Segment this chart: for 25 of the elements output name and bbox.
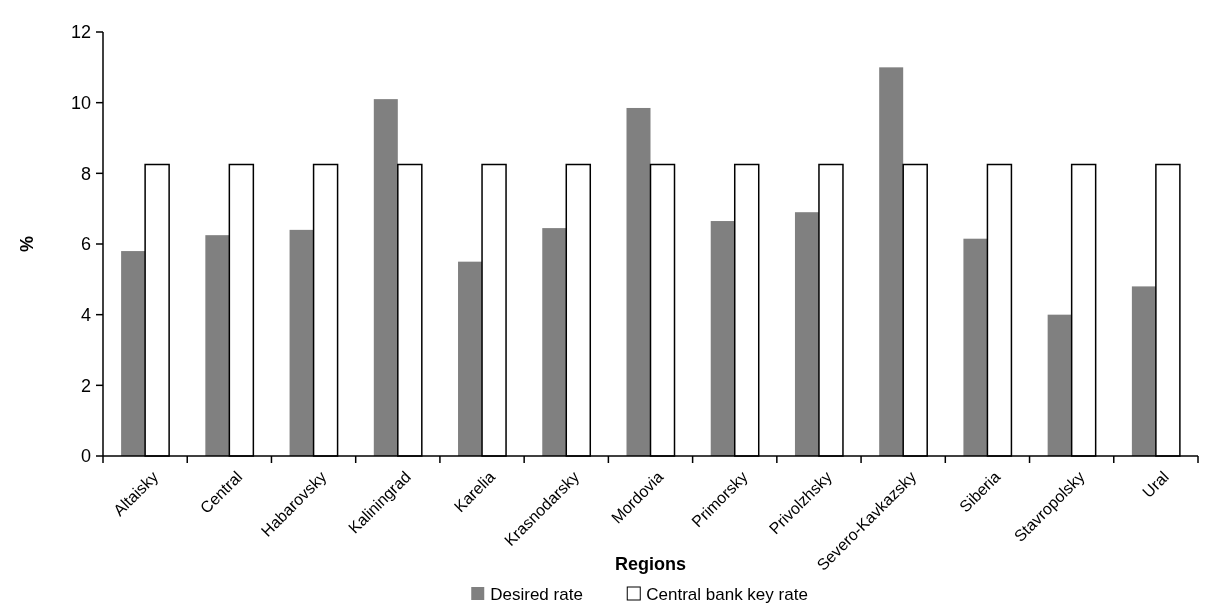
y-tick-label: 8	[80, 163, 91, 184]
bar	[1047, 314, 1072, 456]
bar	[626, 107, 651, 456]
bar	[289, 229, 314, 456]
y-tick-label: 6	[80, 234, 91, 255]
y-axis-title: %	[17, 235, 37, 253]
y-tick-label: 0	[80, 446, 91, 467]
bar	[794, 212, 819, 456]
y-tick-label: 4	[80, 304, 91, 325]
x-tick-label: Ural	[1139, 468, 1172, 501]
legend-label: Desired rate	[490, 584, 583, 604]
y-tick-label: 10	[70, 92, 91, 113]
bar	[205, 235, 230, 456]
bar	[710, 221, 735, 456]
bar	[121, 251, 146, 456]
legend-label: Central bank key rate	[646, 584, 808, 604]
bar	[373, 99, 398, 456]
bar	[458, 261, 483, 456]
y-tick-label: 2	[80, 375, 91, 396]
bar	[542, 228, 567, 456]
bar	[1131, 286, 1156, 456]
bar	[879, 67, 904, 456]
y-tick-label: 12	[70, 22, 91, 43]
x-axis-title: Regions	[614, 554, 687, 574]
bar	[963, 238, 988, 456]
